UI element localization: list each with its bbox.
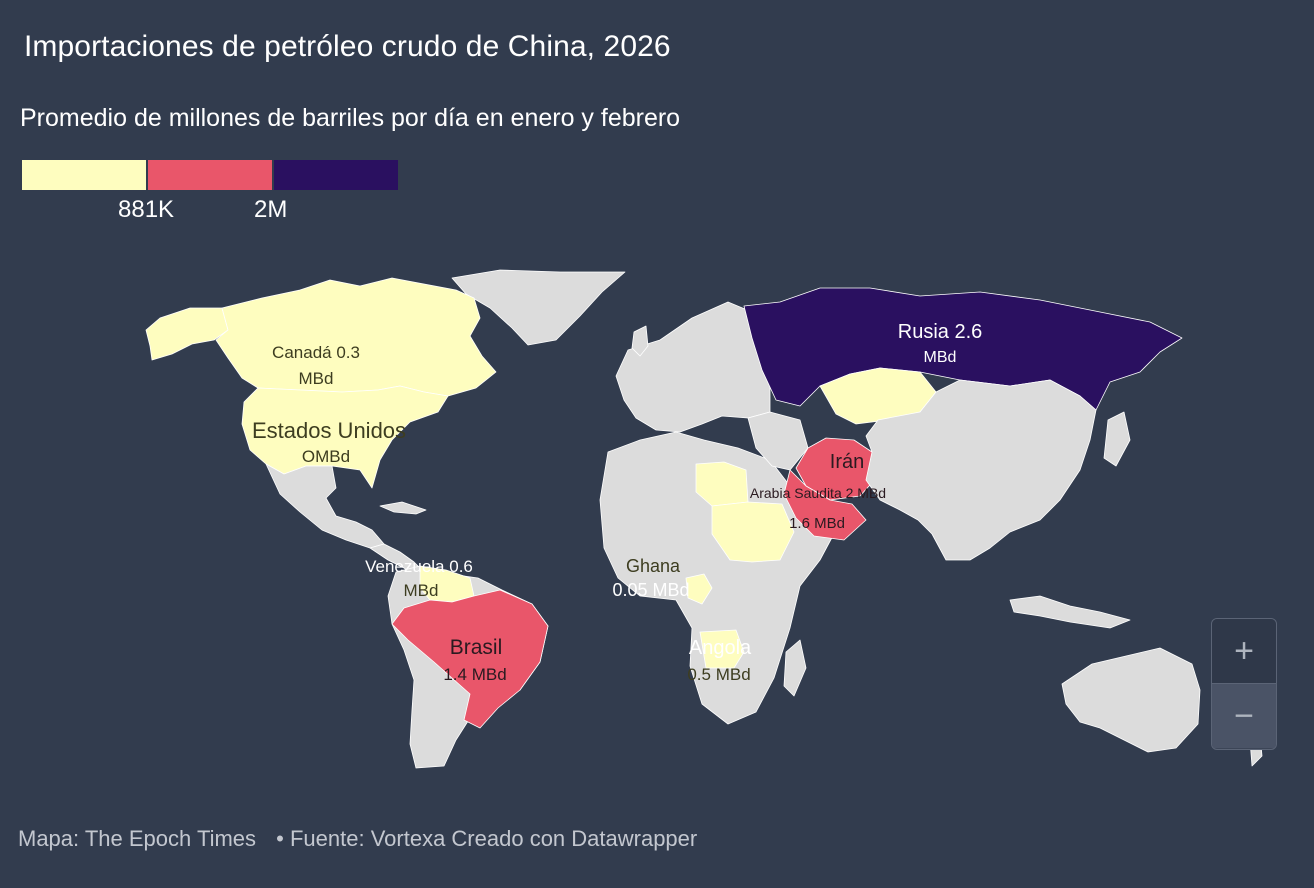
legend-swatch-high [274, 160, 398, 190]
legend-tick-881k: 881K [118, 196, 175, 223]
zoom-out-button[interactable]: − [1212, 683, 1276, 748]
indonesia-shape [1009, 595, 1131, 629]
label-venezuela-line1: Venezuela 0.6 [365, 557, 473, 576]
color-legend: 881K 2M [22, 160, 398, 223]
uk-shape [631, 325, 649, 357]
label-venezuela-line2: MBd [404, 581, 439, 600]
chart-title: Importaciones de petróleo crudo de China… [24, 30, 671, 63]
label-saudi-line2: 1.6 MBd [789, 515, 845, 532]
iran-shape[interactable] [795, 437, 879, 501]
australia-shape [1061, 647, 1201, 753]
europe-shape [615, 301, 771, 433]
label-saudi-line1: Arabia Saudita 2 MBd [750, 485, 886, 501]
source-credit: • Fuente: Vortexa Creado con Datawrapper [276, 826, 698, 851]
label-angola-line1: Angola [689, 637, 752, 659]
usa-shape[interactable] [241, 385, 449, 489]
greenland-shape [451, 269, 626, 346]
saudi-arabia-shape[interactable] [783, 469, 867, 541]
map-credit: Mapa: The Epoch Times [18, 826, 257, 851]
label-usa-line1: Estados Unidos [252, 418, 406, 443]
zoom-in-button[interactable]: + [1212, 619, 1276, 683]
label-brasil-line2: 1.4 MBd [443, 665, 506, 684]
mexico-shape [265, 463, 385, 549]
label-iran: Irán [830, 451, 864, 473]
chart-subtitle: Promedio de millones de barriles por día… [20, 104, 681, 132]
alaska-shape [145, 307, 229, 361]
label-russia-line1: Rusia 2.6 [898, 321, 983, 343]
madagascar-shape [783, 639, 807, 697]
ghana-shape[interactable] [685, 573, 713, 605]
world-map[interactable]: Canadá 0.3 MBd Estados Unidos OMBd Venez… [0, 240, 1314, 780]
asia-shape [865, 379, 1097, 561]
legend-swatch-low [22, 160, 146, 190]
legend-swatch-mid [148, 160, 272, 190]
label-ghana-line2: 0.05 MBd [612, 580, 689, 600]
brasil-shape[interactable] [391, 589, 549, 729]
legend-tick-2m: 2M [254, 196, 288, 223]
cuba-shape [379, 501, 427, 515]
japan-shape [1103, 411, 1131, 467]
angola-shape[interactable] [699, 629, 745, 669]
zoom-controls: + − [1211, 618, 1277, 750]
middle-east-shape [747, 411, 809, 471]
label-canada-line1: Canadá 0.3 [272, 343, 360, 362]
label-angola-line2: 0.5 MBd [687, 665, 750, 684]
label-canada-line2: MBd [299, 369, 334, 388]
label-brasil-line1: Brasil [450, 636, 503, 659]
canada-shape[interactable] [215, 277, 497, 397]
footer: Mapa: The Epoch Times • Fuente: Vortexa … [18, 826, 711, 852]
sudan-shape [711, 501, 795, 563]
label-russia-line2: MBd [924, 349, 957, 366]
label-usa-line2: OMBd [302, 447, 350, 466]
label-ghana-line1: Ghana [626, 556, 681, 576]
